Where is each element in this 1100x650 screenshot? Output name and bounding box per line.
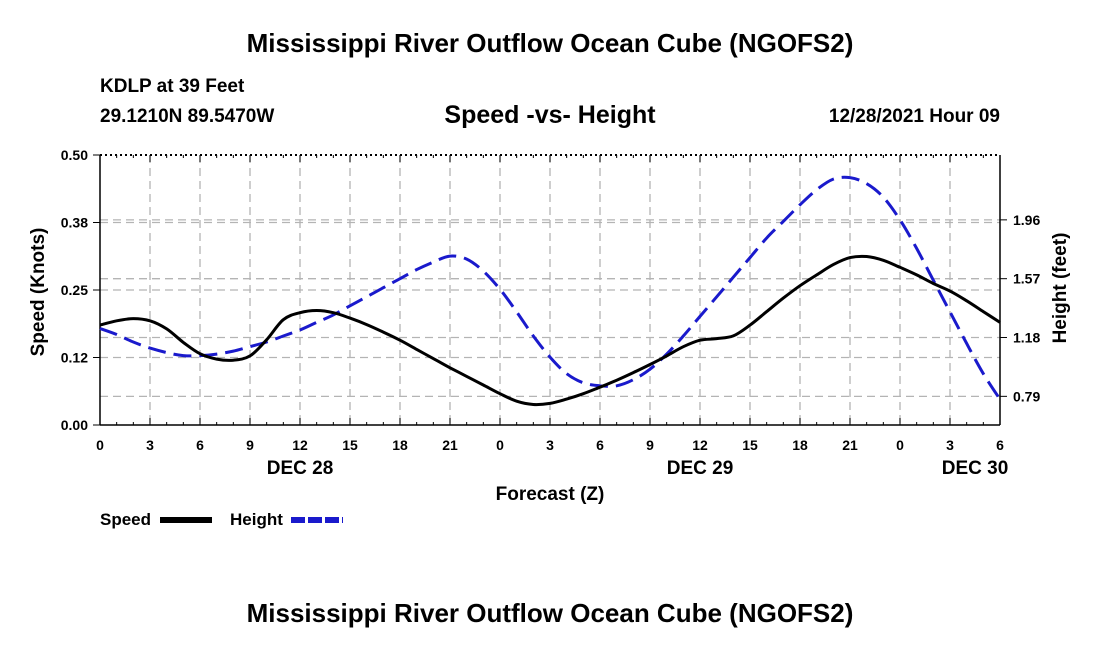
y2-tick-label: 1.57 [1013, 271, 1040, 287]
date-label: DEC 30 [942, 458, 1009, 479]
main-title-repeat: Mississippi River Outflow Ocean Cube (NG… [246, 598, 854, 628]
y-tick-label: 0.38 [61, 215, 88, 231]
forecast-datetime: 12/28/2021 Hour 09 [828, 106, 1000, 127]
height-series-line [99, 175, 1002, 401]
x-tick-label: 3 [146, 437, 154, 453]
x-tick-label: 18 [792, 437, 808, 453]
date-label: DEC 28 [267, 458, 334, 479]
x-tick-label: 18 [392, 437, 408, 453]
y-axis-title: Speed (Knots) [28, 228, 49, 357]
chart-subtitle: Speed -vs- Height [444, 101, 656, 129]
coordinates-label: 29.1210N 89.5470W [100, 106, 275, 127]
x-tick-label: 12 [292, 437, 308, 453]
y2-tick-label: 0.79 [1013, 388, 1040, 404]
y2-axis-title: Height (feet) [1050, 233, 1071, 344]
x-tick-label: 12 [692, 437, 708, 453]
x-tick-label: 6 [196, 437, 204, 453]
axis-ticks: 0 3 6 9 12 15 18 21 0 3 6 9 12 15 18 21 0 3 6 0.00 0.12 0.25 0… [61, 147, 1041, 453]
y2-tick-label: 1.96 [1013, 212, 1040, 228]
x-tick-label: 21 [842, 437, 858, 453]
y-tick-label: 0.12 [61, 350, 88, 366]
x-tick-label: 9 [646, 437, 654, 453]
x-tick-label: 3 [946, 437, 954, 453]
grid-lines [100, 155, 1000, 425]
x-tick-label: 0 [896, 437, 904, 453]
y-tick-label: 0.00 [61, 417, 88, 433]
x-axis-title: Forecast (Z) [496, 484, 605, 505]
x-tick-label: 3 [546, 437, 554, 453]
speed-series-line [99, 254, 1001, 407]
y-tick-label: 0.50 [61, 147, 88, 163]
legend: Speed Height [100, 510, 343, 529]
y2-tick-label: 1.18 [1013, 330, 1040, 346]
date-label: DEC 29 [667, 458, 734, 479]
x-tick-label: 0 [496, 437, 504, 453]
legend-height-label: Height [230, 510, 283, 529]
x-tick-label: 15 [342, 437, 358, 453]
x-tick-label: 21 [442, 437, 458, 453]
x-tick-label: 6 [596, 437, 604, 453]
station-label: KDLP at 39 Feet [100, 76, 245, 97]
legend-speed-label: Speed [100, 510, 151, 529]
x-tick-label: 6 [996, 437, 1004, 453]
x-tick-label: 9 [246, 437, 254, 453]
series-layer [99, 175, 1002, 407]
x-tick-label: 0 [96, 437, 104, 453]
x-tick-label: 15 [742, 437, 758, 453]
axis-labels: DEC 28 DEC 29 DEC 30 Forecast (Z) Speed (Kno… [28, 228, 1071, 505]
main-title: Mississippi River Outflow Ocean Cube (NG… [246, 28, 854, 58]
y-tick-label: 0.25 [61, 282, 88, 298]
